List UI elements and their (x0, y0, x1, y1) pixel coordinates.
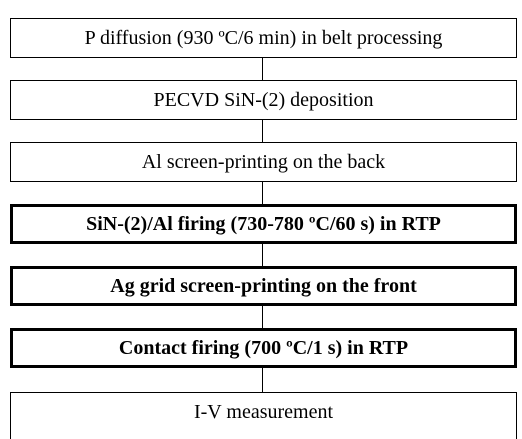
connector (262, 58, 263, 80)
process-step: PECVD SiN-(2) deposition (10, 80, 517, 120)
connector (262, 120, 263, 142)
process-step: Contact firing (700 ºC/1 s) in RTP (10, 328, 517, 368)
connector (262, 368, 263, 392)
process-step: P diffusion (930 ºC/6 min) in belt proce… (10, 18, 517, 58)
process-step: I-V measurement (10, 392, 517, 439)
process-step: Al screen-printing on the back (10, 142, 517, 182)
process-step: Ag grid screen-printing on the front (10, 266, 517, 306)
connector (262, 182, 263, 204)
connector (262, 244, 263, 266)
connector (262, 306, 263, 328)
process-step: SiN-(2)/Al firing (730-780 ºC/60 s) in R… (10, 204, 517, 244)
